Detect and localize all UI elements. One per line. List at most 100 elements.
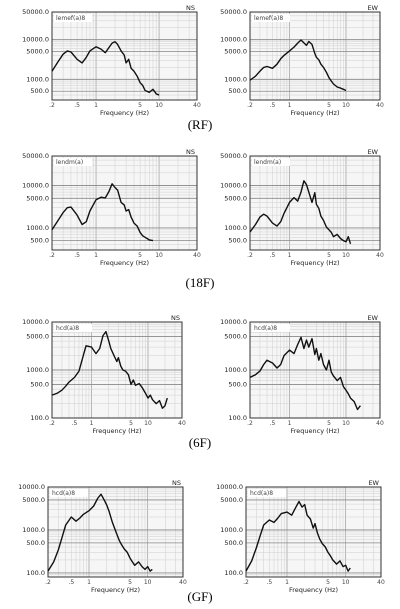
y-tick-label: 5000.0	[22, 496, 45, 504]
legend-tag: hcd(a)8	[52, 490, 75, 497]
x-tick-label: .2	[49, 252, 55, 259]
x-axis-title: Frequency (Hz)	[289, 586, 338, 594]
plot-background	[52, 156, 197, 250]
legend-tag: lemef(a)8	[56, 15, 85, 22]
legend-tag-background	[54, 14, 92, 22]
x-tick-label: 5	[327, 252, 331, 259]
spectrum-line	[47, 493, 153, 572]
plot-frame	[245, 486, 382, 578]
plot-background	[250, 12, 380, 100]
y-tick-label: 1000.0	[22, 526, 45, 534]
y-tick-label: 100.0	[30, 414, 49, 422]
x-tick-label: 40	[193, 102, 201, 109]
chart-panel-0: 500.0 1000.0 5000.0 10000.0 50000.0 .2 .5 1 5 10 4…	[22, 4, 201, 117]
chart-panel-2: 500.0 1000.0 5000.0 10000.0 50000.0 .2 .5 1 5 10 4…	[22, 148, 201, 267]
spectrum-line	[249, 180, 352, 245]
x-tick-label: 1	[90, 420, 94, 427]
chart-panel-1: 500.0 1000.0 5000.0 10000.0 50000.0 .2 .5 1 5 10 4…	[220, 4, 384, 117]
x-axis-title: Frequency (Hz)	[290, 109, 339, 117]
y-tick-label: 500.0	[228, 237, 247, 245]
y-tick-label: 10000.0	[22, 182, 49, 190]
y-tick-label: 5000.0	[220, 496, 243, 504]
x-axis-title: Frequency (Hz)	[290, 259, 339, 267]
x-tick-label: .5	[74, 102, 80, 109]
y-tick-label: 5000.0	[26, 332, 49, 340]
plot-background	[250, 156, 380, 250]
x-tick-label: 5	[138, 102, 142, 109]
plot-frame	[249, 11, 381, 101]
plot-frame	[249, 321, 381, 419]
legend-tag-background	[54, 324, 92, 332]
x-tick-label: 5	[129, 420, 133, 427]
y-tick-label: 1000.0	[224, 75, 247, 83]
y-tick-label: 500.0	[30, 380, 49, 388]
x-tick-label: 10	[144, 579, 152, 586]
panel-direction-label: NS	[186, 4, 195, 12]
chart-panel-5: 100.0 500.0 1000.0 5000.0 10000.0 .2 .5 1 5 10 40 F…	[220, 314, 384, 435]
x-axis-title: Frequency (Hz)	[100, 109, 149, 117]
panel-direction-label: NS	[172, 479, 181, 487]
y-tick-label: 5000.0	[26, 48, 49, 56]
x-tick-label: 10	[155, 252, 163, 259]
x-tick-label: 40	[376, 420, 384, 427]
x-tick-label: 10	[342, 420, 350, 427]
x-tick-label: 10	[342, 579, 350, 586]
x-tick-label: 40	[377, 579, 385, 586]
legend-tag-background	[50, 489, 88, 497]
x-tick-label: 1	[94, 252, 98, 259]
panel-direction-label: EW	[367, 148, 378, 156]
x-axis-title: Frequency (Hz)	[91, 586, 140, 594]
y-tick-label: 500.0	[228, 380, 247, 388]
x-tick-label: 5	[327, 420, 331, 427]
y-tick-label: 5000.0	[224, 194, 247, 202]
y-tick-label: 50000.0	[220, 152, 247, 160]
x-tick-label: 5	[327, 102, 331, 109]
x-tick-label: 1	[288, 252, 292, 259]
x-tick-label: .2	[247, 252, 253, 259]
y-tick-label: 10000.0	[220, 182, 247, 190]
x-tick-label: 40	[193, 252, 201, 259]
legend-tag: lemef(a)8	[254, 15, 283, 22]
x-tick-label: 40	[179, 579, 187, 586]
panel-direction-label: NS	[171, 314, 180, 322]
panel-direction-label: NS	[186, 148, 195, 156]
y-tick-label: 1000.0	[224, 366, 247, 374]
y-tick-label: 10000.0	[216, 483, 243, 491]
y-tick-label: 500.0	[26, 539, 45, 547]
y-tick-label: 100.0	[224, 569, 243, 577]
chart-panel-4: 100.0 500.0 1000.0 5000.0 10000.0 .2 .5 1 5 10 40 F…	[22, 314, 186, 435]
x-tick-label: 1	[288, 102, 292, 109]
x-tick-label: .2	[247, 102, 253, 109]
y-tick-label: 1000.0	[26, 75, 49, 83]
row-caption: (RF)	[188, 117, 213, 132]
spectrum-line	[249, 336, 361, 411]
x-tick-label: 40	[178, 420, 186, 427]
x-tick-label: 5	[138, 252, 142, 259]
legend-tag-background	[252, 14, 290, 22]
panel-direction-label: EW	[367, 314, 378, 322]
panel-direction-label: EW	[367, 4, 378, 12]
y-tick-label: 500.0	[30, 237, 49, 245]
plot-frame	[249, 155, 381, 251]
row-caption: (GF)	[187, 589, 212, 604]
panel-direction-label: EW	[368, 479, 379, 487]
legend-tag-background	[252, 324, 290, 332]
x-tick-label: 1	[285, 579, 289, 586]
legend-tag-background	[248, 489, 286, 497]
x-axis-title: Frequency (Hz)	[92, 427, 141, 435]
legend-tag-background	[54, 158, 92, 166]
y-tick-label: 1000.0	[224, 224, 247, 232]
spectrum-line	[245, 500, 351, 572]
y-tick-label: 5000.0	[224, 332, 247, 340]
x-tick-label: .5	[270, 420, 276, 427]
y-tick-label: 100.0	[228, 414, 247, 422]
plot-frame	[51, 321, 183, 419]
x-tick-label: 1	[87, 579, 91, 586]
plot-frame	[47, 486, 184, 578]
chart-panel-7: 100.0 500.0 1000.0 5000.0 10000.0 .2 .5 1 5 10 40 F…	[216, 479, 385, 594]
y-tick-label: 50000.0	[22, 8, 49, 16]
x-tick-label: 40	[376, 252, 384, 259]
x-tick-label: .5	[270, 252, 276, 259]
y-tick-label: 50000.0	[220, 8, 247, 16]
x-tick-label: .2	[243, 579, 249, 586]
